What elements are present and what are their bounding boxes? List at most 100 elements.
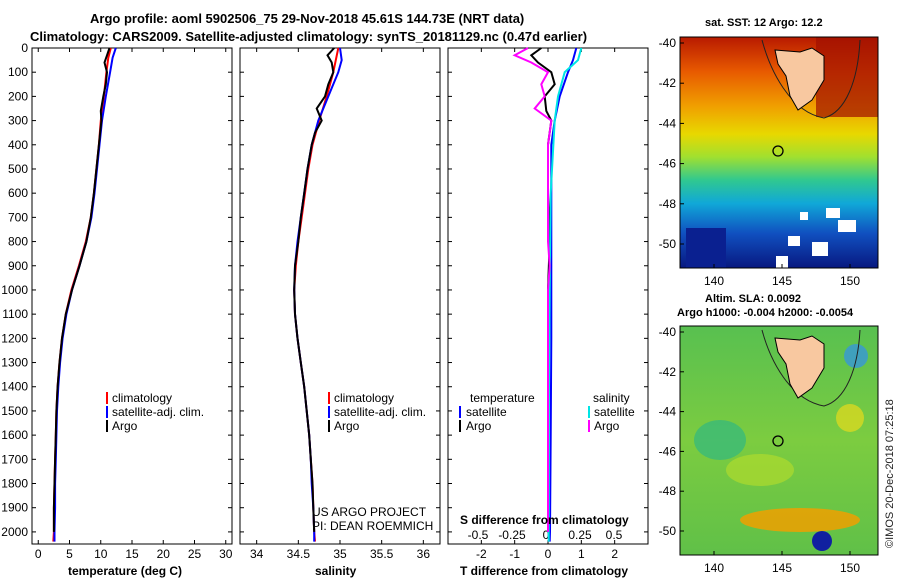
depth-tick-label: 1800 xyxy=(1,477,28,491)
sst-map: sat. SST: 12 Argo: 12.2 -40-42-44-46-48-… xyxy=(659,17,879,288)
depth-tick-label: 1300 xyxy=(1,356,28,370)
lat-tick-label: -44 xyxy=(659,116,677,130)
sst-cloud-gap xyxy=(788,236,800,246)
sla-low-patch xyxy=(844,344,868,368)
s-tick-label: -0.25 xyxy=(498,528,526,542)
depth-tick-label: 600 xyxy=(8,186,28,200)
sla-map-frame xyxy=(679,325,879,556)
salinity-panel: 34 34.5 35 35.5 36 salinity climatology sate… xyxy=(239,47,441,578)
lat-tick-label: -48 xyxy=(659,484,677,498)
depth-tick-label: 800 xyxy=(8,235,28,249)
salinity-series-lines xyxy=(240,47,440,542)
difference-panel: -2 -1 0 1 2 -0.5 -0.25 0 0.25 0.5 T difference f… xyxy=(447,47,649,578)
lat-tick-label: -50 xyxy=(659,237,677,251)
depth-tick-label: 1100 xyxy=(2,307,28,321)
title-line-1: Argo profile: aoml 5902506_75 29-Nov-201… xyxy=(90,11,524,26)
salinity-tick-labels: 34 34.5 35 35.5 36 xyxy=(250,48,430,561)
x-tick-label: 2 xyxy=(611,547,618,561)
lat-tick-label: -50 xyxy=(659,524,677,538)
temperature-legend: climatology satellite-adj. clim. Argo xyxy=(106,391,204,433)
sst-depth-contour xyxy=(761,39,861,119)
depth-tick-label: 1200 xyxy=(1,331,28,345)
t-difference-tick-labels: -2 -1 0 1 2 xyxy=(476,48,618,561)
sst-cold-patch xyxy=(686,228,726,268)
depth-tick-label: 1400 xyxy=(1,380,28,394)
temperature-tick-labels: 0 5 10 15 20 25 30 xyxy=(35,48,233,561)
legend-label-s-satellite: satellite xyxy=(594,405,635,419)
legend-label-t-satellite: satellite xyxy=(466,405,507,419)
series-line-argo xyxy=(293,47,335,532)
project-annotation-line1: US ARGO PROJECT xyxy=(312,505,427,519)
x-tick-label: 20 xyxy=(157,547,171,561)
sst-map-frame xyxy=(679,36,879,269)
salinity-axis-label: salinity xyxy=(315,564,357,578)
x-tick-label: 5 xyxy=(66,547,73,561)
depth-tick-label: 700 xyxy=(8,210,28,224)
depth-tick-label: 200 xyxy=(8,89,28,103)
depth-tick-label: 400 xyxy=(8,138,28,152)
legend-label-climatology: climatology xyxy=(112,391,172,405)
legend-label-satellite: satellite-adj. clim. xyxy=(334,405,426,419)
legend-label-satellite: satellite-adj. clim. xyxy=(112,405,204,419)
temperature-panel: 0100200300400500600700800900100011001200… xyxy=(1,41,232,578)
lat-tick-label: -44 xyxy=(659,405,677,419)
salinity-legend: climatology satellite-adj. clim. Argo xyxy=(328,391,426,433)
sst-cloud-gap xyxy=(800,212,808,220)
difference-legend: temperature salinity satellite Argo sate… xyxy=(459,391,635,433)
lat-tick-label: -42 xyxy=(659,365,677,379)
lon-tick-label: 140 xyxy=(704,274,724,288)
s-difference-axis-label: S difference from climatology xyxy=(460,513,629,527)
x-tick-label: 25 xyxy=(188,547,202,561)
legend-label-climatology: climatology xyxy=(334,391,394,405)
sst-map-title: sat. SST: 12 Argo: 12.2 xyxy=(705,17,823,29)
sst-lat-labels: -40 -42 -44 -46 -48 -50 xyxy=(659,36,684,251)
sla-map-title-2: Argo h1000: -0.004 h2000: -0.0054 xyxy=(677,307,854,319)
s-tick-label: -0.5 xyxy=(468,528,489,542)
x-tick-label: 30 xyxy=(219,547,233,561)
series-line-salinity-argo xyxy=(512,47,553,532)
difference-series-lines xyxy=(448,47,648,542)
lat-tick-label: -46 xyxy=(659,444,677,458)
sst-cloud-gap xyxy=(826,208,840,218)
temperature-axis-label: temperature (deg C) xyxy=(68,564,182,578)
depth-tick-label: 500 xyxy=(8,162,28,176)
sla-float-marker xyxy=(772,435,784,447)
x-tick-label: 0 xyxy=(545,547,552,561)
depth-tick-label: 1000 xyxy=(1,283,28,297)
sla-map: Altim. SLA: 0.0092 Argo h1000: -0.004 h2… xyxy=(659,293,879,575)
sst-float-marker xyxy=(772,145,784,157)
lat-tick-label: -48 xyxy=(659,197,677,211)
title-line-2: Climatology: CARS2009. Satellite-adjuste… xyxy=(30,29,587,44)
sla-low-patch xyxy=(812,531,832,551)
depth-tick-label: 1900 xyxy=(1,501,28,515)
x-tick-label: -1 xyxy=(509,547,520,561)
x-tick-label: 35 xyxy=(333,547,347,561)
sla-tasmania-land xyxy=(774,335,825,399)
sla-high-patch xyxy=(836,404,864,432)
x-tick-label: 1 xyxy=(578,547,585,561)
lon-tick-label: 150 xyxy=(840,561,860,575)
x-tick-label: -2 xyxy=(476,547,487,561)
sla-high-patch xyxy=(740,508,860,532)
sla-low-patch xyxy=(694,420,746,460)
x-tick-label: 0 xyxy=(35,547,42,561)
project-annotation-line2: PI: DEAN ROEMMICH xyxy=(312,519,433,533)
sla-lat-labels: -40 -42 -44 -46 -48 -50 xyxy=(659,325,684,538)
lon-tick-label: 145 xyxy=(772,561,792,575)
sla-depth-contour xyxy=(761,329,861,407)
depth-tick-label: 900 xyxy=(8,259,28,273)
legend-title-temperature: temperature xyxy=(470,391,535,405)
temperature-axes-frame xyxy=(31,47,233,545)
legend-label-argo: Argo xyxy=(112,419,138,433)
depth-tick-label: 1700 xyxy=(1,452,28,466)
s-tick-label: 0 xyxy=(543,528,550,542)
sst-cloud-gap xyxy=(838,220,856,232)
x-tick-label: 15 xyxy=(125,547,139,561)
s-tick-label: 0.5 xyxy=(606,528,623,542)
lat-tick-label: -40 xyxy=(659,325,677,339)
lon-tick-label: 145 xyxy=(772,274,792,288)
lat-tick-label: -42 xyxy=(659,76,677,90)
legend-label-s-argo: Argo xyxy=(594,419,620,433)
sla-high-patch xyxy=(726,454,794,486)
